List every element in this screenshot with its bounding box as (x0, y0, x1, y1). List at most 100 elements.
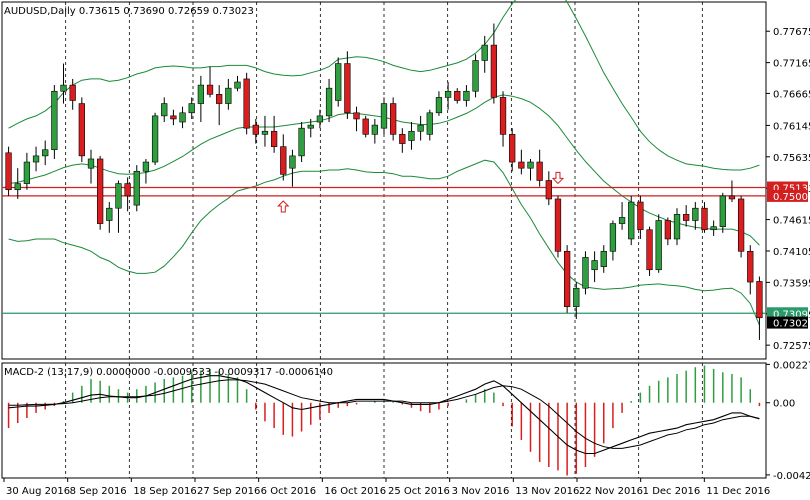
candle[interactable] (747, 245, 754, 295)
candle[interactable] (545, 171, 552, 206)
candle[interactable] (298, 122, 305, 163)
candle[interactable] (646, 226, 653, 276)
candle[interactable] (408, 122, 415, 150)
candle[interactable] (97, 155, 104, 230)
candle[interactable] (142, 158, 150, 184)
candle[interactable] (673, 208, 681, 246)
candle[interactable] (628, 195, 635, 246)
candle-body (170, 115, 177, 120)
main-price-pane[interactable] (2, 0, 766, 340)
candle[interactable] (234, 75, 241, 92)
candle[interactable] (23, 152, 31, 190)
candle-body (188, 103, 195, 114)
candle[interactable] (344, 51, 351, 119)
candle[interactable] (32, 146, 40, 172)
candle-body (435, 97, 443, 114)
candle[interactable] (270, 115, 278, 153)
arrow-down-icon[interactable] (551, 171, 565, 185)
candle[interactable] (683, 205, 690, 227)
candle[interactable] (14, 168, 21, 199)
candle[interactable] (609, 220, 617, 261)
candle[interactable] (325, 78, 333, 123)
candle[interactable] (106, 202, 113, 233)
candle[interactable] (133, 165, 140, 212)
candle[interactable] (637, 195, 644, 239)
candle[interactable] (710, 220, 717, 236)
candle[interactable] (490, 23, 498, 104)
candle[interactable] (216, 85, 223, 126)
candle[interactable] (518, 149, 525, 175)
candle[interactable] (170, 109, 177, 126)
candle-body (683, 214, 690, 221)
candle[interactable] (206, 66, 214, 98)
candle[interactable] (426, 109, 433, 141)
candle[interactable] (78, 97, 85, 163)
candle[interactable] (600, 245, 607, 273)
candle[interactable] (719, 192, 726, 233)
candle[interactable] (573, 282, 580, 319)
candle[interactable] (51, 85, 58, 159)
candle[interactable] (472, 54, 479, 98)
candle[interactable] (509, 128, 516, 172)
candle[interactable] (737, 195, 745, 258)
candle[interactable] (664, 217, 671, 246)
candle[interactable] (527, 158, 534, 181)
candle-body (335, 63, 342, 101)
candle[interactable] (728, 180, 736, 203)
candle-body (225, 87, 232, 104)
candle[interactable] (353, 106, 360, 132)
candle[interactable] (417, 115, 424, 141)
support-price-tag (767, 307, 808, 320)
candle[interactable] (42, 140, 49, 166)
candle[interactable] (316, 109, 324, 129)
candle[interactable] (444, 82, 452, 110)
candle[interactable] (435, 91, 443, 116)
candle[interactable] (536, 149, 543, 187)
candle[interactable] (252, 118, 259, 144)
candle[interactable] (563, 245, 571, 313)
candle[interactable] (151, 112, 159, 166)
macd-pane[interactable] (7, 365, 761, 476)
candle-body (426, 112, 433, 135)
candle[interactable] (124, 177, 131, 212)
candle[interactable] (69, 78, 76, 110)
candle[interactable] (554, 195, 562, 258)
candle[interactable] (362, 115, 369, 138)
candle[interactable] (60, 63, 67, 104)
candle[interactable] (701, 202, 708, 233)
candle[interactable] (161, 97, 168, 123)
candle[interactable] (307, 118, 314, 138)
macd-header: MACD-2 (13,17,9) 0.0000000 -0.0009533 -0… (4, 367, 333, 378)
candle-body (444, 90, 452, 98)
candle-body (216, 94, 223, 104)
candle[interactable] (380, 97, 388, 135)
arrow-up-icon[interactable] (277, 200, 290, 213)
candle[interactable] (591, 251, 598, 283)
candle[interactable] (371, 118, 378, 144)
candle[interactable] (280, 134, 287, 181)
candle[interactable] (261, 115, 269, 147)
candle[interactable] (499, 91, 507, 147)
candle[interactable] (399, 128, 406, 153)
candle[interactable] (115, 180, 122, 233)
candle[interactable] (692, 202, 699, 230)
candle[interactable] (197, 75, 205, 123)
candle[interactable] (454, 88, 461, 104)
candle[interactable] (335, 57, 342, 107)
candle[interactable] (618, 202, 626, 230)
candle[interactable] (5, 146, 12, 196)
candle[interactable] (188, 97, 195, 119)
candle[interactable] (87, 149, 95, 184)
candle[interactable] (289, 149, 296, 187)
candle[interactable] (243, 72, 250, 135)
candle[interactable] (582, 251, 589, 295)
candle[interactable] (655, 214, 662, 273)
candle[interactable] (179, 106, 186, 129)
candle[interactable] (756, 276, 763, 340)
candle[interactable] (225, 78, 232, 110)
candle[interactable] (463, 85, 470, 107)
candle[interactable] (481, 35, 488, 73)
candle-body (243, 78, 250, 129)
candle[interactable] (390, 97, 397, 141)
